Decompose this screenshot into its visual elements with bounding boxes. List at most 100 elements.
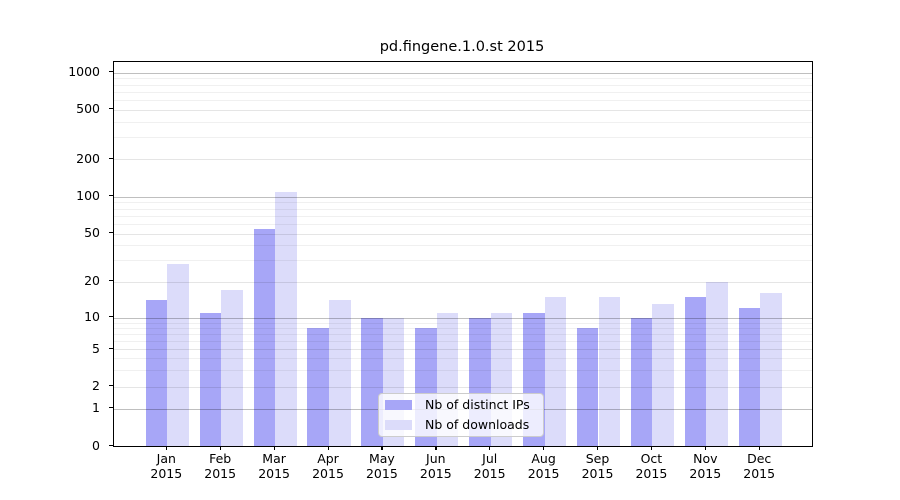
y-gridline-2 <box>114 386 812 388</box>
y-tick-0 <box>109 444 113 446</box>
y-tick-label-20: 20 <box>84 273 100 289</box>
y-tick-500 <box>109 108 113 110</box>
month-year: 2015 <box>689 466 722 481</box>
x-tick-label-dec: Dec 2015 <box>727 451 791 481</box>
chart-title: pd.fingene.1.0.st 2015 <box>379 39 545 55</box>
month-name: Mar <box>262 451 286 466</box>
x-tick-apr <box>327 446 329 450</box>
month-year: 2015 <box>743 466 776 481</box>
y-gridline-minor-800 <box>114 84 812 86</box>
x-tick-nov <box>704 446 707 450</box>
x-tick-label-feb: Feb 2015 <box>188 451 252 481</box>
month-year: 2015 <box>258 466 290 481</box>
bar-nb-of-distinct-ips-nov <box>684 296 707 446</box>
month-name: Aug <box>531 451 556 466</box>
y-gridline-10 <box>114 317 812 319</box>
month-year: 2015 <box>581 466 614 481</box>
x-tick-label-jun: Jun 2015 <box>404 451 468 481</box>
y-gridline-1000 <box>114 72 812 74</box>
y-tick-20 <box>109 280 113 282</box>
month-year: 2015 <box>419 466 452 481</box>
legend-label-distinct-ips: Nb of distinct IPs <box>425 397 530 412</box>
y-tick-200 <box>109 157 113 160</box>
x-tick-jul <box>489 446 491 450</box>
month-year: 2015 <box>365 466 398 481</box>
y-gridline-5 <box>114 349 812 351</box>
plot-area <box>113 61 813 447</box>
month-name: Sep <box>585 451 610 466</box>
bar-nb-of-distinct-ips-feb <box>199 312 222 446</box>
y-gridline-minor-900 <box>114 78 812 80</box>
y-tick-label-500: 500 <box>76 101 100 117</box>
y-tick-100 <box>109 195 113 197</box>
x-tick-label-nov: Nov 2015 <box>673 451 737 481</box>
y-gridline-minor-7 <box>114 334 812 335</box>
month-year: 2015 <box>527 466 560 481</box>
y-tick-2 <box>109 385 113 387</box>
y-gridline-minor-70 <box>114 215 812 217</box>
y-gridline-minor-80 <box>114 208 812 210</box>
y-tick-1000 <box>109 71 113 73</box>
x-tick-label-aug: Aug 2015 <box>512 451 576 481</box>
y-gridline-200 <box>114 159 812 161</box>
y-gridline-minor-4 <box>114 358 812 360</box>
x-tick-dec <box>758 446 760 450</box>
y-tick-5 <box>109 347 113 350</box>
month-name: Jul <box>482 451 498 466</box>
y-gridline-20 <box>114 281 812 283</box>
x-tick-jan <box>165 446 168 450</box>
bar-nb-of-distinct-ips-oct <box>630 317 653 446</box>
bar-nb-of-downloads-nov <box>706 281 728 446</box>
x-tick-sep <box>597 446 599 450</box>
y-gridline-minor-600 <box>114 100 812 101</box>
bar-nb-of-distinct-ips-mar <box>253 228 276 446</box>
month-name: Apr <box>317 451 339 466</box>
bar-nb-of-distinct-ips-dec <box>738 308 761 446</box>
y-gridline-minor-6 <box>114 341 812 342</box>
month-name: Dec <box>747 451 772 466</box>
x-tick-aug <box>543 446 545 450</box>
month-name: May <box>368 451 395 466</box>
month-name: Nov <box>693 451 718 466</box>
legend-swatch-distinct-ips <box>385 400 412 410</box>
y-gridline-minor-400 <box>114 121 812 123</box>
bar-nb-of-downloads-apr <box>329 300 351 446</box>
bar-nb-of-downloads-aug <box>544 296 567 446</box>
bar-nb-of-distinct-ips-apr <box>307 327 329 446</box>
y-tick-label-2: 2 <box>92 378 100 394</box>
x-tick-oct <box>650 446 653 450</box>
bar-nb-of-downloads-sep <box>598 296 621 446</box>
y-tick-label-200: 200 <box>76 150 100 166</box>
legend-item-downloads: Nb of downloads <box>385 416 533 434</box>
y-tick-label-1000: 1000 <box>68 64 100 80</box>
y-tick-label-1: 1 <box>92 400 100 416</box>
y-tick-label-0: 0 <box>92 437 100 453</box>
month-year: 2015 <box>150 466 183 481</box>
y-tick-label-50: 50 <box>84 225 100 241</box>
y-gridline-minor-300 <box>114 137 812 139</box>
y-gridline-minor-60 <box>114 223 812 225</box>
y-gridline-minor-40 <box>114 245 812 247</box>
x-tick-label-may: May 2015 <box>350 451 414 481</box>
bar-nb-of-downloads-dec <box>760 293 782 446</box>
y-gridline-minor-90 <box>114 202 812 204</box>
bar-nb-of-distinct-ips-sep <box>576 327 599 446</box>
x-tick-feb <box>219 446 221 450</box>
month-year: 2015 <box>312 466 344 481</box>
month-year: 2015 <box>473 466 506 481</box>
y-gridline-minor-700 <box>114 91 812 93</box>
legend-swatch-downloads <box>385 420 412 430</box>
month-year: 2015 <box>635 466 668 481</box>
bar-nb-of-downloads-mar <box>275 191 297 446</box>
y-gridline-50 <box>114 233 812 235</box>
x-tick-mar <box>273 446 275 450</box>
x-tick-label-jul: Jul 2015 <box>458 451 522 481</box>
y-gridline-500 <box>114 109 812 111</box>
y-gridline-minor-30 <box>114 260 812 262</box>
bar-nb-of-distinct-ips-jan <box>145 300 168 446</box>
x-tick-label-jan: Jan 2015 <box>134 451 198 481</box>
legend: Nb of distinct IPs Nb of downloads <box>378 393 544 437</box>
bar-nb-of-downloads-oct <box>652 304 674 446</box>
bar-nb-of-distinct-ips-may <box>361 317 383 446</box>
